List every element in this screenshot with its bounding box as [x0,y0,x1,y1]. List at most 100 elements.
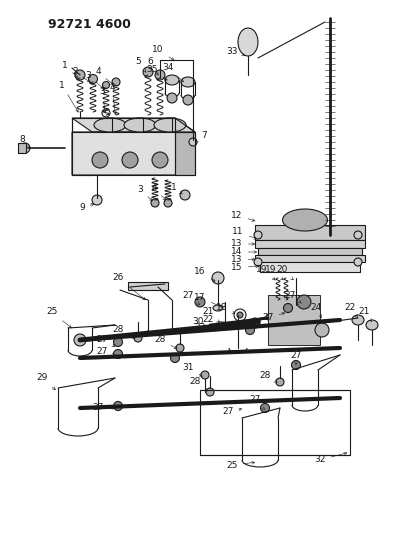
Text: 5: 5 [135,58,146,72]
Text: 29: 29 [36,374,55,390]
Text: 30: 30 [192,318,215,330]
Polygon shape [72,132,92,175]
Circle shape [250,318,260,328]
Bar [255,225,365,240]
Text: 20: 20 [276,265,294,280]
Text: 92721 4600: 92721 4600 [48,18,131,31]
Circle shape [92,152,108,168]
Circle shape [20,143,30,153]
Text: 4: 4 [109,84,117,115]
Circle shape [151,199,159,207]
Polygon shape [268,295,320,345]
Circle shape [113,401,122,410]
Text: 27: 27 [96,348,115,357]
Text: 12: 12 [231,211,255,221]
Circle shape [176,344,184,352]
Circle shape [167,93,177,103]
Text: 11: 11 [232,228,257,239]
Text: 31: 31 [182,364,202,376]
Text: 27: 27 [262,312,285,322]
Text: 34: 34 [162,63,184,82]
Text: 26: 26 [112,273,145,300]
Text: 22: 22 [344,303,358,318]
Circle shape [170,353,180,362]
Text: 35: 35 [146,66,167,80]
Circle shape [201,371,209,379]
Circle shape [354,231,362,239]
Text: 33: 33 [226,47,245,56]
Text: 21: 21 [203,308,219,322]
Circle shape [284,303,292,312]
Circle shape [152,152,168,168]
Circle shape [92,195,102,205]
Text: 8: 8 [19,135,30,148]
Ellipse shape [238,28,258,56]
Circle shape [155,70,165,80]
Circle shape [75,70,85,80]
Text: 27: 27 [290,351,302,365]
Text: 3: 3 [99,87,106,112]
Text: 27: 27 [249,395,265,409]
Text: 3: 3 [85,70,103,88]
Circle shape [74,334,86,346]
Circle shape [164,199,172,207]
Text: 28: 28 [154,335,177,349]
Text: 17: 17 [194,294,222,307]
Ellipse shape [94,118,126,132]
Text: 13: 13 [231,239,255,248]
Text: 1: 1 [59,80,78,112]
Circle shape [254,231,262,239]
Circle shape [261,403,269,413]
Text: 1: 1 [171,183,182,194]
Bar [200,390,350,455]
Circle shape [276,378,284,386]
Text: 13: 13 [231,255,255,264]
Ellipse shape [124,118,156,132]
Bar [260,262,360,272]
Text: 21: 21 [358,308,372,321]
Bar [255,255,365,262]
Circle shape [354,258,362,266]
Ellipse shape [221,322,229,327]
Text: 9: 9 [79,204,94,213]
Text: 23: 23 [194,324,209,333]
Text: 16: 16 [194,268,215,281]
Circle shape [103,82,109,88]
Polygon shape [175,132,195,175]
Text: 32: 32 [314,452,347,464]
Text: 28: 28 [189,377,207,391]
Bar [258,248,362,255]
Ellipse shape [282,209,328,231]
Bar [18,143,26,153]
Text: 27: 27 [96,335,115,346]
Text: 28: 28 [112,326,135,338]
Text: 25: 25 [226,461,255,470]
Text: 19: 19 [256,265,275,280]
Circle shape [122,152,138,168]
Ellipse shape [181,77,195,87]
Ellipse shape [352,315,364,325]
Ellipse shape [165,75,179,85]
Circle shape [180,190,190,200]
Circle shape [254,258,262,266]
Circle shape [315,323,329,337]
Text: 27: 27 [92,403,115,413]
Text: 4: 4 [95,68,113,85]
Circle shape [195,297,205,307]
Circle shape [212,272,224,284]
Text: 27: 27 [182,290,200,304]
Text: 27: 27 [222,408,242,416]
Text: 4: 4 [151,182,166,200]
Circle shape [189,138,197,146]
Text: 25: 25 [46,308,71,328]
Text: 28: 28 [259,370,277,382]
Text: 10: 10 [152,45,174,60]
Ellipse shape [266,313,278,321]
Bar [255,240,365,248]
Circle shape [89,75,97,84]
Circle shape [245,326,255,335]
Ellipse shape [366,320,378,330]
Text: 19: 19 [265,265,284,280]
Text: 24: 24 [310,303,322,318]
Bar [128,282,168,290]
